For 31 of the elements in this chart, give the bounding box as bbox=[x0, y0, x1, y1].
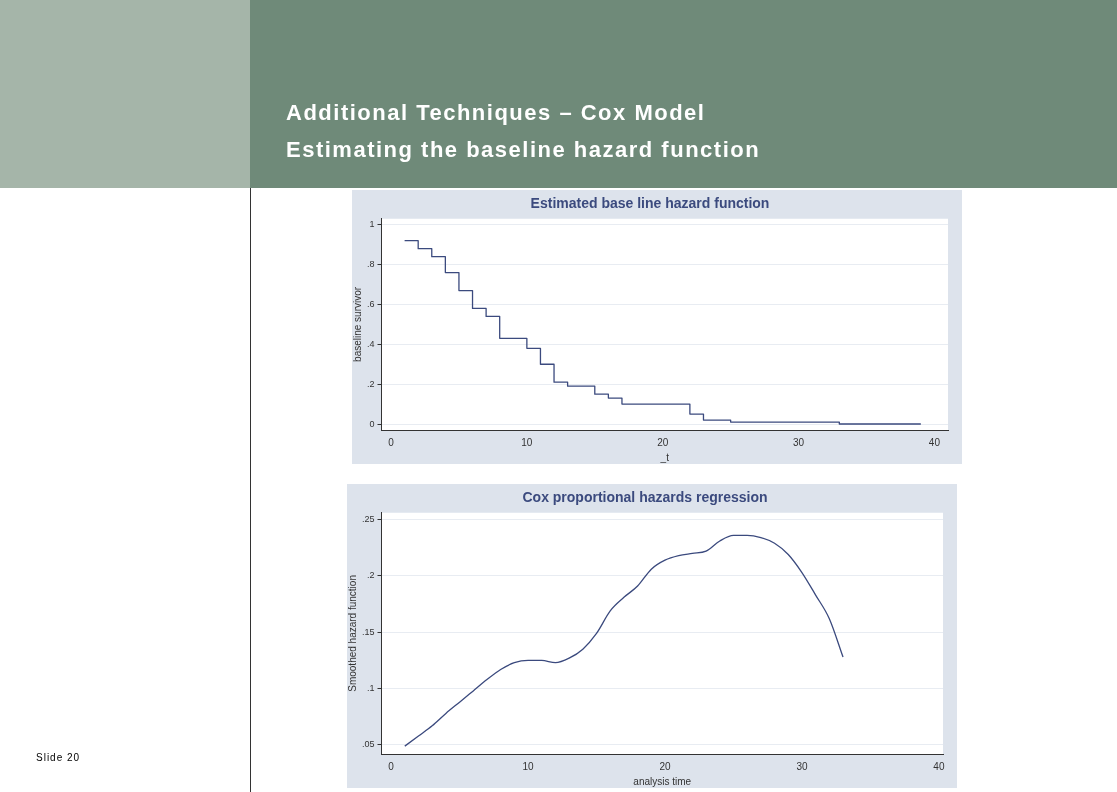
chart-title: Estimated base line hazard function bbox=[530, 195, 770, 212]
text: Additional Techniques – Cox Model bbox=[286, 100, 706, 126]
y-tick-label: 1 bbox=[369, 219, 375, 230]
x-tick-label: 10 bbox=[521, 436, 533, 448]
x-tick-label: 0 bbox=[388, 760, 395, 772]
x-axis-title: analysis time bbox=[633, 775, 692, 787]
x-tick-label: 40 bbox=[928, 436, 941, 448]
y-tick-label: .1 bbox=[367, 683, 375, 694]
y-tick-label: .2 bbox=[366, 378, 375, 389]
line-series bbox=[404, 534, 844, 747]
y-tick-label: .25 bbox=[362, 514, 375, 525]
text: Slide 20 bbox=[36, 752, 81, 763]
x-tick-label: 0 bbox=[388, 436, 395, 448]
y-tick-label: 0 bbox=[369, 418, 375, 429]
y-tick-label: .8 bbox=[366, 259, 375, 270]
y-tick-label: .6 bbox=[366, 298, 375, 309]
x-tick-label: 20 bbox=[657, 436, 669, 448]
x-tick-label: 30 bbox=[796, 760, 808, 772]
y-axis-title: Smoothed hazard function bbox=[346, 575, 358, 692]
x-tick-label: 10 bbox=[522, 760, 535, 772]
y-tick-label: .05 bbox=[362, 739, 375, 750]
chart-title: Cox proportional hazards regression bbox=[522, 489, 768, 506]
y-tick-label: .4 bbox=[366, 338, 375, 349]
x-tick-label: 20 bbox=[659, 760, 671, 772]
y-axis-title: baseline survivor bbox=[351, 286, 363, 362]
y-tick-label: .15 bbox=[362, 626, 375, 637]
y-tick-label: .2 bbox=[367, 570, 375, 581]
text: Estimating the baseline hazard function bbox=[286, 137, 761, 163]
x-axis-title: _t bbox=[659, 451, 670, 463]
x-tick-label: 40 bbox=[933, 760, 945, 772]
x-tick-label: 30 bbox=[793, 436, 805, 448]
